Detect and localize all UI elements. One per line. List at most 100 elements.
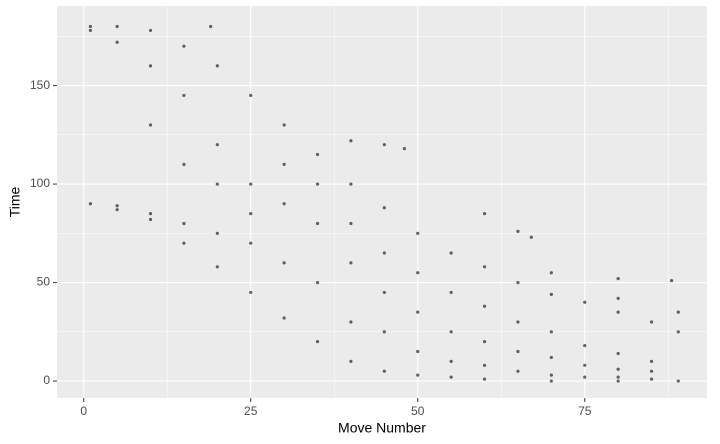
point xyxy=(315,340,320,344)
point xyxy=(516,349,520,354)
point xyxy=(115,24,119,29)
y-tick-label: 0 xyxy=(43,373,50,387)
point xyxy=(516,320,520,324)
point xyxy=(349,261,353,265)
point xyxy=(88,24,93,29)
point xyxy=(416,373,420,377)
point xyxy=(182,241,186,245)
point xyxy=(148,217,153,222)
point xyxy=(583,300,587,304)
point xyxy=(349,139,353,143)
point xyxy=(669,278,674,283)
point xyxy=(148,64,153,68)
point xyxy=(549,292,553,296)
point xyxy=(382,330,386,334)
point xyxy=(182,44,186,48)
point xyxy=(249,241,253,245)
point xyxy=(382,206,386,210)
point xyxy=(549,330,553,334)
point xyxy=(449,251,453,255)
point xyxy=(516,229,520,233)
point xyxy=(482,363,487,367)
point xyxy=(549,271,553,275)
point xyxy=(649,320,654,324)
point xyxy=(649,369,654,373)
point xyxy=(88,28,93,33)
x-tick-label: 50 xyxy=(411,404,425,418)
point xyxy=(482,265,487,269)
point xyxy=(215,265,219,269)
point xyxy=(482,304,487,308)
x-axis-title: Move Number xyxy=(338,420,426,436)
point xyxy=(349,320,353,324)
point xyxy=(616,277,620,281)
point xyxy=(449,290,453,295)
point xyxy=(182,221,186,226)
point xyxy=(148,212,153,216)
point xyxy=(215,231,219,235)
point xyxy=(676,379,680,383)
point xyxy=(315,182,320,186)
point xyxy=(382,143,386,147)
point xyxy=(182,93,186,98)
point xyxy=(382,290,386,295)
y-tick-label: 100 xyxy=(30,176,50,190)
x-tick-label: 25 xyxy=(244,404,258,418)
point xyxy=(249,182,253,186)
point xyxy=(649,359,654,363)
point xyxy=(416,271,420,275)
point xyxy=(482,340,487,344)
point xyxy=(416,310,420,314)
point xyxy=(115,208,119,212)
y-axis-title: Time xyxy=(7,186,23,217)
point xyxy=(616,296,620,300)
point xyxy=(416,231,420,235)
point xyxy=(549,379,553,383)
point xyxy=(148,28,153,33)
point xyxy=(616,375,620,379)
point xyxy=(282,202,286,206)
point xyxy=(516,369,520,373)
point xyxy=(529,235,533,239)
point xyxy=(616,351,620,356)
point xyxy=(616,367,620,371)
x-tick-label: 0 xyxy=(80,404,87,418)
point xyxy=(315,221,320,226)
point xyxy=(676,330,680,334)
point xyxy=(315,152,320,157)
point xyxy=(482,377,487,381)
point xyxy=(88,202,93,206)
point xyxy=(282,316,286,320)
plot-panel xyxy=(57,6,707,398)
point xyxy=(516,280,520,285)
point xyxy=(215,64,219,68)
point xyxy=(649,377,654,381)
point xyxy=(315,280,320,285)
point xyxy=(215,143,219,147)
point xyxy=(115,40,119,44)
y-tick-label: 50 xyxy=(37,275,51,289)
point xyxy=(209,24,213,29)
point xyxy=(416,349,420,354)
y-tick-label: 150 xyxy=(30,78,50,92)
point xyxy=(449,330,453,334)
point xyxy=(282,123,286,127)
point xyxy=(616,310,620,314)
point xyxy=(249,93,253,98)
point xyxy=(549,355,553,360)
point xyxy=(349,359,353,363)
point xyxy=(449,375,453,379)
point xyxy=(549,373,553,377)
point xyxy=(282,162,286,166)
point xyxy=(382,369,386,373)
point xyxy=(583,375,587,379)
point xyxy=(249,212,253,216)
point xyxy=(349,182,353,186)
point xyxy=(449,359,453,363)
point xyxy=(382,251,386,255)
x-tick-label: 75 xyxy=(578,404,592,418)
point xyxy=(583,363,587,367)
point xyxy=(182,162,186,166)
point xyxy=(148,123,153,127)
